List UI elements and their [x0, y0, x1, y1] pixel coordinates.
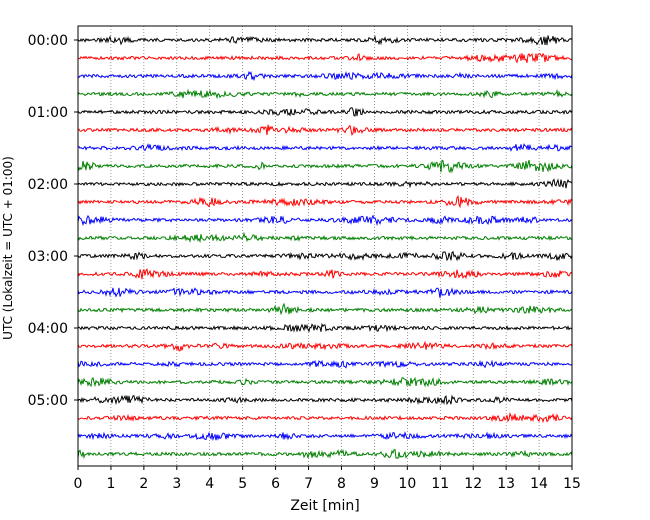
seismogram-trace-23: [77, 431, 573, 442]
x-tick-label-5: 5: [238, 476, 247, 492]
x-tick-label-6: 6: [271, 476, 280, 492]
y-tick-label-04:00: 04:00: [28, 321, 68, 337]
x-tick-label-15: 15: [563, 476, 581, 492]
seismogram-trace-21: [77, 394, 573, 406]
seismogram-trace-22: [77, 412, 573, 424]
y-tick-label-00:00: 00:00: [28, 33, 68, 49]
x-tick-label-8: 8: [337, 476, 346, 492]
x-axis-label: Zeit [min]: [290, 498, 359, 514]
y-tick-label-01:00: 01:00: [28, 105, 68, 121]
seismogram-trace-10: [77, 194, 573, 209]
seismogram-trace-6: [77, 124, 573, 137]
seismogram-trace-4: [77, 88, 573, 100]
x-tick-label-12: 12: [464, 476, 482, 492]
seismogram-trace-11: [77, 214, 573, 227]
x-tick-label-4: 4: [205, 476, 214, 492]
seismogram-trace-20: [77, 376, 573, 388]
x-tick-label-10: 10: [398, 476, 416, 492]
y-axis-label: UTC (Lokalzeit = UTC + 01:00): [1, 156, 15, 340]
seismogram-trace-24: [77, 448, 573, 460]
x-tick-label-0: 0: [74, 476, 83, 492]
plot-frame: [77, 25, 573, 467]
seismogram-trace-18: [77, 340, 573, 352]
y-axis-ticks: 00:00 01:00 02:00 03:00 04:00 05:00: [28, 33, 78, 409]
seismogram-trace-16: [77, 302, 573, 316]
seismogram-traces: [77, 35, 573, 460]
x-tick-label-2: 2: [139, 476, 148, 492]
seismogram-trace-7: [77, 143, 573, 152]
seismogram-trace-1: [77, 35, 573, 46]
x-tick-label-7: 7: [304, 476, 313, 492]
x-tick-label-3: 3: [172, 476, 181, 492]
seismogram-trace-17: [77, 322, 573, 333]
seismogram-trace-12: [77, 231, 573, 244]
seismogram-trace-9: [77, 178, 573, 189]
seismogram-trace-5: [77, 107, 573, 117]
y-tick-label-03:00: 03:00: [28, 249, 68, 265]
x-tick-label-11: 11: [431, 476, 449, 492]
seismogram-trace-8: [77, 159, 573, 174]
seismogram-trace-2: [77, 52, 573, 64]
x-tick-label-14: 14: [530, 476, 548, 492]
seismogram-trace-14: [77, 268, 573, 280]
seismogram-trace-15: [77, 287, 573, 298]
x-tick-label-9: 9: [370, 476, 379, 492]
x-axis-ticks: 0 1 2 3 4 5 6 7 8 9 10 11 12 13 14 15: [74, 466, 581, 492]
x-tick-label-13: 13: [497, 476, 515, 492]
seismogram-trace-3: [77, 70, 573, 82]
seismogram-trace-19: [77, 359, 573, 369]
y-tick-label-05:00: 05:00: [28, 393, 68, 409]
seismogram-trace-13: [77, 250, 573, 262]
y-tick-label-02:00: 02:00: [28, 177, 68, 193]
x-tick-label-1: 1: [106, 476, 115, 492]
minute-grid: [110, 26, 540, 466]
